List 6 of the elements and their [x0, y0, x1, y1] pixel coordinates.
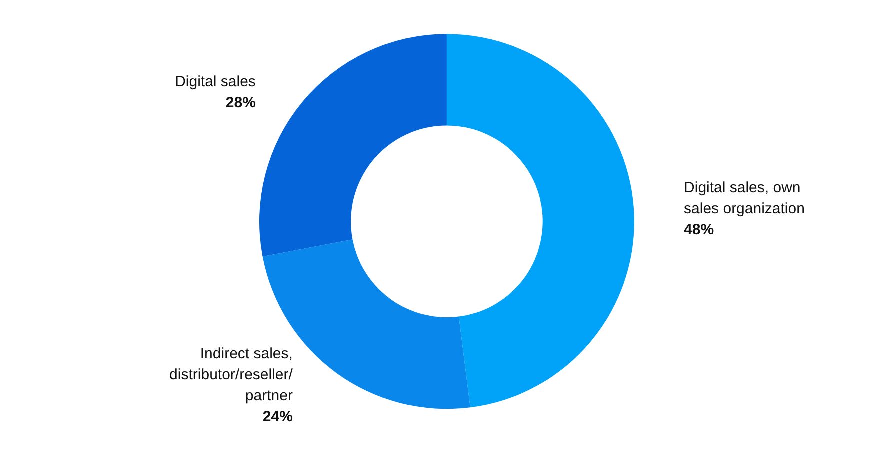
data-label: 24%: [262, 408, 293, 426]
data-label: 28%: [226, 94, 256, 112]
data-label: 48%: [684, 221, 714, 238]
slice-label: Digital sales: [175, 74, 256, 91]
slice-label: Indirect sales, distributor/reseller/partner: [170, 345, 294, 404]
slice-label: Digital sales, own sales organization: [684, 179, 805, 218]
